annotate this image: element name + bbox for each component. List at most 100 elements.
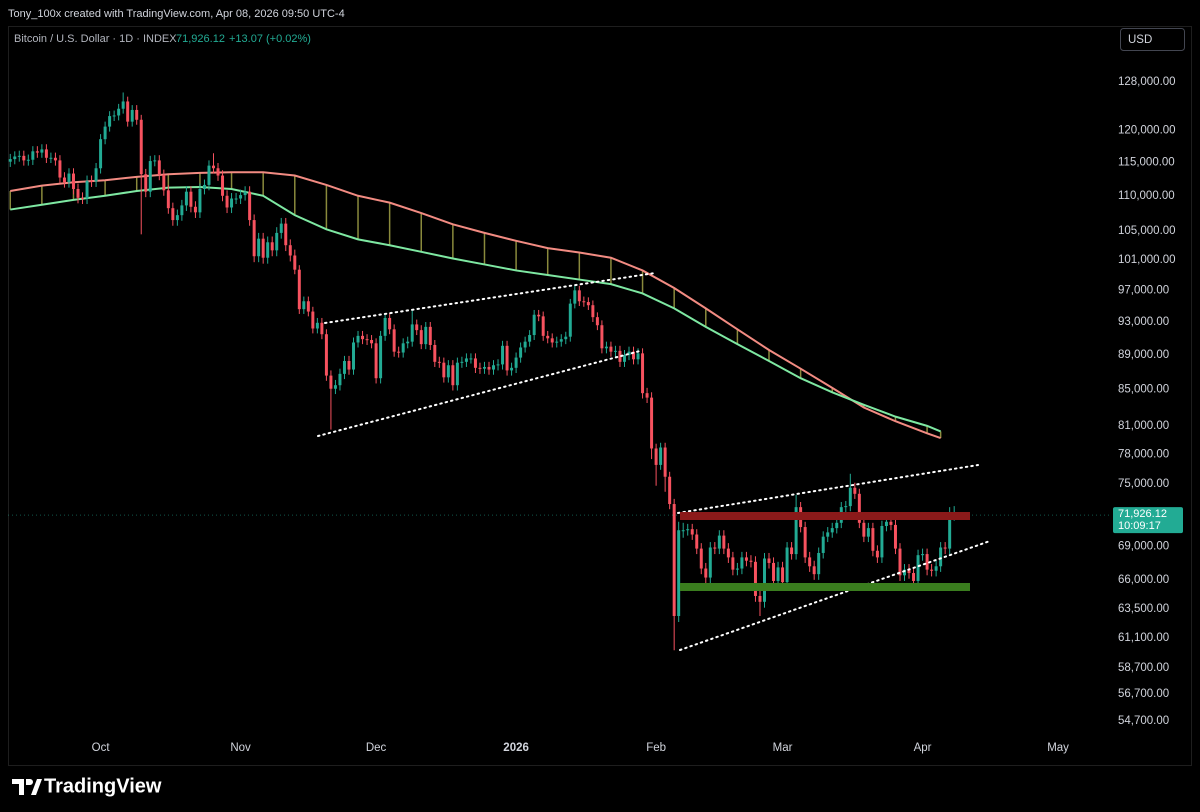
candle-body — [144, 174, 148, 192]
candle-body — [722, 535, 726, 549]
candle-body — [469, 358, 473, 360]
candle-body — [948, 515, 952, 549]
candle-body — [221, 175, 225, 196]
candle-body — [501, 345, 505, 365]
candle-body — [76, 188, 80, 198]
x-tick-label: Apr — [914, 742, 932, 754]
candle-body — [781, 567, 785, 583]
candle-body — [415, 324, 419, 331]
candle-body — [437, 361, 441, 363]
candle-body — [261, 238, 265, 258]
candle-body — [184, 191, 188, 206]
candle-body — [848, 487, 852, 507]
candle-body — [446, 365, 450, 378]
candle-body — [193, 206, 197, 213]
candle-body — [790, 547, 794, 555]
candle-body — [85, 180, 89, 199]
resistance-zone — [680, 512, 970, 520]
candle-body — [645, 393, 649, 398]
logo: TradingView — [12, 775, 162, 797]
candle-body — [162, 174, 166, 191]
candle-body — [541, 316, 545, 336]
candle-body — [99, 139, 103, 169]
candle-body — [903, 569, 906, 576]
candle-body — [297, 269, 301, 310]
candle-body — [473, 358, 477, 368]
y-tick-label: 101,000.00 — [1118, 254, 1176, 266]
candle-body — [708, 547, 712, 578]
candle-body — [650, 397, 654, 449]
candle-body — [866, 528, 870, 537]
candle-body — [672, 504, 676, 617]
candle-body — [175, 215, 179, 221]
candle-body — [772, 562, 776, 581]
currency[interactable]: USD — [1128, 34, 1152, 46]
candle-body — [392, 329, 396, 352]
candle-body — [352, 342, 355, 370]
candle-body — [44, 149, 48, 158]
candle-body — [370, 339, 374, 344]
candle-body — [939, 547, 943, 567]
candle-body — [216, 168, 220, 176]
candle-body — [171, 208, 175, 221]
candle-body — [202, 184, 206, 189]
candle-body — [613, 350, 617, 352]
candle-body — [528, 335, 532, 342]
y-tick-label: 81,000.00 — [1118, 420, 1169, 432]
candle-body — [763, 558, 766, 602]
candle-body — [889, 521, 893, 525]
candle-body — [40, 149, 44, 153]
candle-body — [496, 364, 500, 366]
candle-body — [126, 101, 130, 122]
candle-body — [35, 151, 39, 153]
y-tick-label: 54,700.00 — [1118, 715, 1169, 727]
currency-button[interactable] — [1120, 28, 1185, 51]
trend-line — [679, 540, 991, 651]
candle-body — [735, 568, 739, 570]
candle-body — [225, 195, 229, 208]
candle-body — [464, 358, 468, 362]
candle-body — [663, 447, 667, 477]
candle-body — [505, 345, 509, 371]
candle-body — [130, 109, 134, 122]
candle-body — [148, 161, 152, 192]
candle-body — [912, 573, 916, 581]
candle-body — [383, 317, 387, 336]
candle-body — [749, 560, 753, 562]
candle-body — [117, 108, 121, 116]
candle-body — [478, 367, 482, 369]
candle-body — [379, 335, 383, 379]
logo-text: TradingView — [44, 775, 162, 797]
candle-body — [180, 205, 184, 216]
candle-body — [112, 115, 116, 117]
candle-body — [153, 160, 157, 162]
candle-body — [248, 191, 252, 221]
candle-body — [361, 335, 365, 340]
candle-body — [586, 302, 590, 306]
candle-body — [53, 157, 57, 161]
candle-body — [58, 160, 62, 178]
candle-body — [189, 191, 193, 207]
candle-body — [67, 173, 71, 183]
candle-body — [347, 360, 351, 370]
x-tick-label: Mar — [773, 742, 793, 754]
candle-body — [487, 366, 491, 370]
candle-body — [139, 119, 143, 175]
y-tick-label: 78,000.00 — [1118, 448, 1169, 460]
candle-body — [690, 529, 694, 535]
candle-body — [31, 151, 35, 160]
candle-body — [198, 188, 202, 213]
candle-body — [279, 223, 283, 233]
candle-body — [681, 530, 685, 532]
candle-body — [324, 334, 328, 376]
candle-body — [943, 547, 947, 549]
countdown: 10:09:17 — [1118, 520, 1161, 532]
candle-body — [898, 548, 902, 576]
candle-body — [568, 303, 572, 337]
y-tick-label: 63,500.00 — [1118, 603, 1169, 615]
support-zone — [680, 583, 970, 591]
candle-body — [794, 507, 798, 555]
candle-body — [555, 341, 559, 343]
